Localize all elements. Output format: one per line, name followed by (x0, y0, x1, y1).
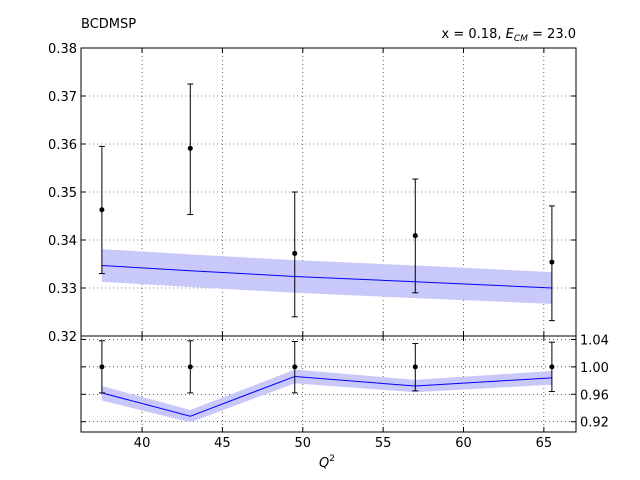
ratio-panel: 0.92 0.96 1.00 1.04 (80, 333, 609, 433)
top-ytick-label: 0.37 (48, 90, 77, 105)
top-ytick-label: 0.35 (48, 186, 77, 201)
xtick-label: 50 (295, 436, 312, 451)
top-theory-band (101, 249, 552, 304)
xtick-label: 55 (375, 436, 392, 451)
ratio-data-point (187, 364, 193, 370)
ratio-frame (80, 335, 577, 433)
ratio-ytick-label: 1.00 (580, 361, 609, 376)
top-data-point (187, 145, 193, 151)
top-data-point (99, 207, 105, 213)
xtick-label: 65 (536, 436, 553, 451)
xtick-label: 40 (134, 436, 151, 451)
ratio-data-point (412, 364, 418, 370)
chart-title-right: x = 0.18, ECM = 23.0 (442, 27, 576, 44)
top-ytick-label: 0.33 (48, 282, 77, 297)
ratio-data-point (99, 364, 105, 370)
top-ytick-label: 0.36 (48, 138, 77, 153)
top-ytick-label: 0.32 (48, 330, 77, 345)
chart-title-left: BCDMSP (81, 17, 136, 32)
xtick-label: 45 (214, 436, 231, 451)
x-axis: 40 45 50 55 60 65 (134, 436, 552, 451)
top-ytick-label: 0.38 (48, 42, 77, 57)
top-panel: 0.32 0.33 0.34 0.35 0.36 0.37 0.38 (48, 42, 577, 345)
ratio-ytick-label: 0.96 (580, 388, 609, 403)
top-data-point (549, 259, 555, 265)
ratio-data-point (549, 364, 555, 370)
ratio-data-point (292, 364, 298, 370)
ratio-ytick-label: 1.04 (580, 333, 609, 348)
top-ytick-label: 0.34 (48, 234, 77, 249)
top-data-point (412, 233, 418, 239)
x-axis-label: Q2 (319, 454, 335, 471)
top-data-point (292, 250, 298, 256)
ratio-theory-band (101, 369, 552, 423)
xtick-label: 60 (455, 436, 472, 451)
ratio-ytick-label: 0.92 (580, 416, 609, 431)
